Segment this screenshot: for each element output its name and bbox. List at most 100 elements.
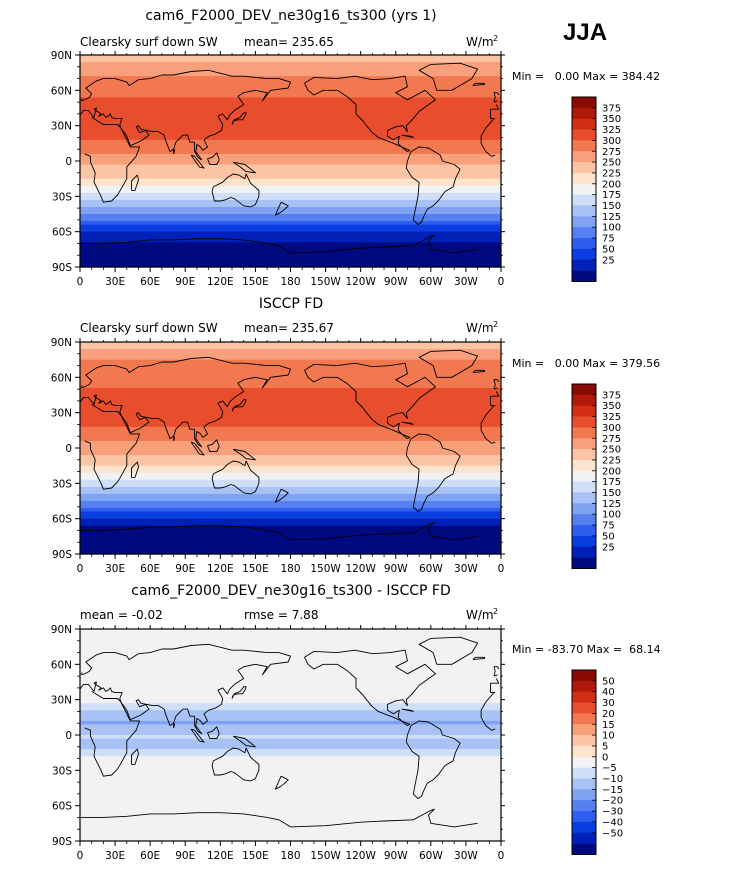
contour-band [80, 819, 501, 824]
lon-tick-label: 90E [175, 276, 195, 288]
contour-band [80, 501, 501, 506]
colorbar-swatch [572, 459, 596, 472]
contour-band [80, 689, 501, 694]
lon-tick-label: 180 [280, 850, 300, 862]
contour-band [80, 745, 501, 750]
coastline [304, 75, 436, 153]
contour-band [80, 72, 501, 77]
coastline [232, 448, 256, 461]
contour-band [80, 710, 501, 715]
contour-band [80, 235, 501, 240]
coastline [231, 399, 247, 412]
colorbar-swatch [572, 800, 596, 812]
contour-band [80, 182, 501, 187]
panel-title: cam6_F2000_DEV_ne30g16_ts300 - ISCCP FD [131, 583, 450, 599]
coastline [232, 735, 256, 748]
contour-band [80, 430, 501, 435]
colorbar-swatch [572, 767, 596, 779]
colorbar-swatch [572, 735, 596, 747]
contour-band [80, 238, 501, 243]
contour-band [80, 763, 501, 768]
colorbar-swatch [572, 238, 596, 250]
colorbar-label: 75 [602, 521, 615, 532]
contour-band [80, 696, 501, 701]
contour-band [80, 256, 501, 261]
contour-band [80, 823, 501, 828]
contour-band [80, 706, 501, 711]
coastline [173, 435, 176, 442]
contour-band [80, 192, 501, 197]
lat-tick-label: 90S [52, 836, 72, 848]
contour-band [80, 539, 501, 544]
colorbar-label: 15 [602, 720, 615, 731]
contour-band [80, 511, 501, 516]
lon-tick-label: 120E [207, 563, 234, 575]
colorbar-label: 375 [602, 103, 621, 114]
lat-tick-label: 30S [52, 191, 72, 203]
contour-band [80, 150, 501, 155]
contour-band [80, 178, 501, 183]
colorbar-label: 200 [602, 466, 621, 477]
colorbar-swatch [572, 832, 596, 844]
contour-band [80, 650, 501, 655]
contour-band [80, 479, 501, 484]
contour-band [80, 465, 501, 470]
coastline [274, 201, 289, 216]
colorbar-swatch [572, 438, 596, 450]
coastline [190, 441, 205, 456]
contour-band [80, 86, 501, 91]
contour-band [80, 629, 501, 634]
lon-tick-label: 30W [454, 276, 478, 288]
contour-band [80, 249, 501, 254]
contour-band [80, 752, 501, 757]
contour-band [80, 532, 501, 537]
colorbar-label: 50 [602, 244, 615, 255]
colorbar-label: 250 [602, 445, 621, 456]
contour-band [80, 798, 501, 803]
lon-tick-label: 0 [498, 850, 505, 862]
lat-tick-label: 0 [65, 443, 72, 455]
contour-band [80, 391, 501, 396]
contour-band [80, 483, 501, 488]
panel-stat-label: mean= 235.65 [244, 35, 334, 49]
contour-band [80, 433, 501, 438]
colorbar-label: 50 [602, 676, 615, 687]
lon-tick-label: 90W [384, 563, 408, 575]
contour-band [80, 196, 501, 201]
contour-band [80, 546, 501, 552]
colorbar-frame [571, 669, 597, 855]
map-panel: cam6_F2000_DEV_ne30g16_ts300 (yrs 1) Clea… [51, 8, 660, 288]
units-label: W/m [466, 608, 494, 622]
contour-band [80, 657, 501, 662]
colorbar-swatch [572, 691, 596, 703]
contour-band [80, 550, 501, 555]
lat-tick-label: 30N [51, 408, 72, 420]
coastline [232, 161, 256, 174]
colorbar-swatch [572, 470, 596, 482]
lon-tick-label: 150E [242, 850, 269, 862]
lat-tick-label: 60N [51, 659, 72, 671]
colorbar-label: 375 [602, 390, 621, 401]
lon-tick-label: 90W [384, 850, 408, 862]
contour-band [80, 419, 501, 424]
lon-tick-label: 0 [77, 276, 84, 288]
panel-left-label: Clearsky surf down SW [80, 321, 218, 335]
contour-band [80, 345, 501, 350]
coastline [405, 720, 461, 800]
lat-tick-label: 30N [51, 695, 72, 707]
contour-band [80, 118, 501, 123]
coastline [80, 666, 500, 677]
contour-band [80, 812, 501, 817]
lat-tick-label: 60S [52, 801, 72, 813]
contour-band [80, 720, 501, 725]
contour-band [80, 125, 501, 130]
contour-band [80, 472, 501, 477]
contour-band [80, 788, 501, 793]
colorbar-frame [571, 96, 597, 282]
contour-band [80, 632, 501, 637]
contour-band [80, 132, 501, 137]
contour-band [80, 724, 501, 729]
lon-tick-label: 60W [419, 850, 443, 862]
contour-band [80, 136, 501, 141]
